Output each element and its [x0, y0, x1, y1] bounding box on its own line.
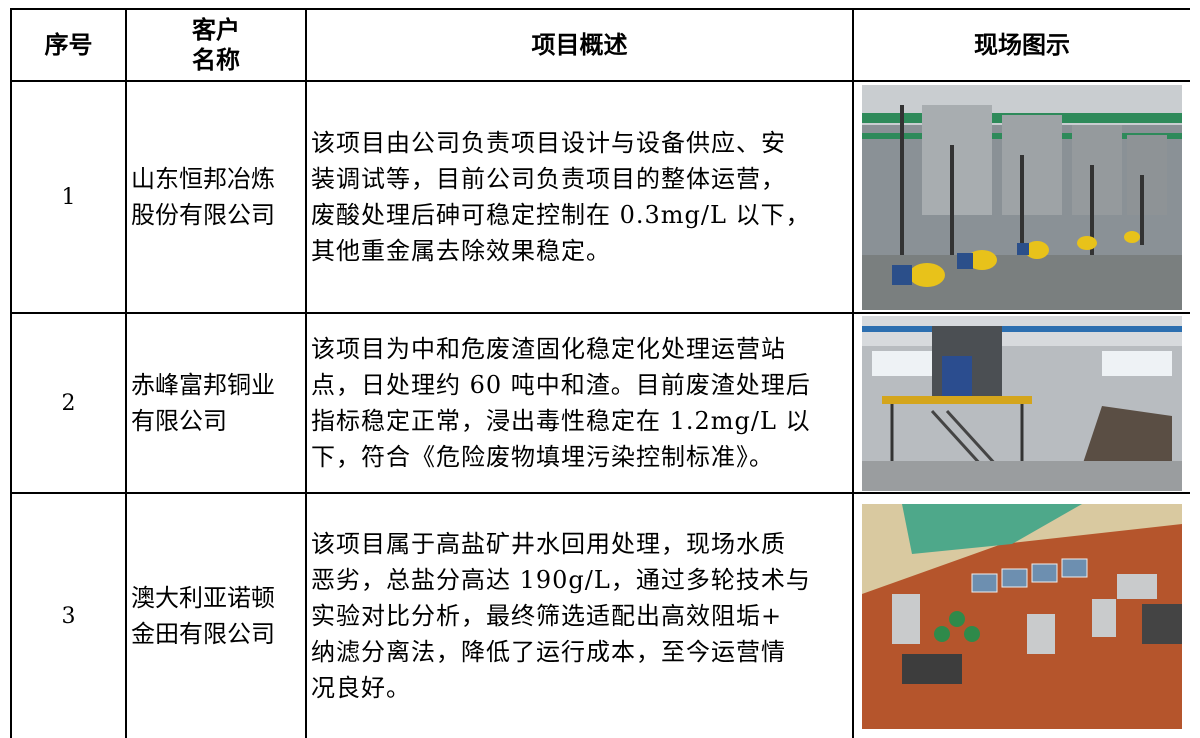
description-line: 废酸处理后砷可稳定控制在 0.3mg/L 以下，: [311, 201, 811, 229]
customer-name-line: 澳大利亚诺顿: [131, 584, 275, 612]
table-row: 1 山东恒邦冶炼 股份有限公司 该项目由公司负责项目设计与设备供应、安 装调试等，目前公…: [10, 80, 1190, 314]
table-container: 序号 客户 名称 项目概述 现场图示 1 山东恒邦冶炼 股份有限公司 该项目由公司负责项目设计…: [10, 8, 1190, 738]
table-row: 3 澳大利亚诺顿 金田有限公司 该项目属于高盐矿井水回用处理，现场水质 恶劣，总盐分高达…: [10, 492, 1190, 738]
description-line: 实验对比分析，最终筛选适配出高效阻垢+: [311, 602, 783, 630]
project-table: 序号 客户 名称 项目概述 现场图示 1 山东恒邦冶炼 股份有限公司 该项目由公司负责项目设计…: [10, 8, 1190, 738]
customer-name: 澳大利亚诺顿 金田有限公司: [125, 492, 307, 738]
header-line: 客户: [192, 16, 240, 44]
site-photo-cell: [852, 80, 1190, 314]
site-photo-cell: [852, 492, 1190, 738]
customer-name-line: 股份有限公司: [131, 201, 275, 229]
header-row: 序号 客户 名称 项目概述 现场图示: [10, 8, 1190, 82]
description-line: 纳滤分离法，降低了运行成本，至今运营情: [311, 638, 786, 666]
description-line: 该项目属于高盐矿井水回用处理，现场水质: [311, 530, 786, 558]
customer-name-line: 赤峰富邦铜业: [131, 371, 275, 399]
customer-name: 山东恒邦冶炼 股份有限公司: [125, 80, 307, 314]
description-line: 其他重金属去除效果稳定。: [311, 237, 611, 265]
site-photo-cell: [852, 312, 1190, 494]
project-description: 该项目属于高盐矿井水回用处理，现场水质 恶劣，总盐分高达 190g/L，通过多轮技…: [305, 492, 854, 738]
project-description: 该项目为中和危废渣固化稳定化处理运营站 点，日处理约 60 吨中和渣。目前废渣处理…: [305, 312, 854, 494]
header-cell: 序号: [10, 8, 127, 82]
row-number: 3: [10, 492, 127, 738]
header-cell: 项目概述: [305, 8, 854, 82]
site-photo: [862, 503, 1182, 729]
description-line: 下，符合《危险废物填埋污染控制标准》。: [311, 443, 774, 471]
description-line: 该项目由公司负责项目设计与设备供应、安: [311, 129, 786, 157]
description-line: 指标稳定正常，浸出毒性稳定在 1.2mg/L 以: [311, 407, 811, 435]
customer-name: 赤峰富邦铜业 有限公司: [125, 312, 307, 494]
project-description: 该项目由公司负责项目设计与设备供应、安 装调试等，目前公司负责项目的整体运营， 废酸…: [305, 80, 854, 314]
table-row: 2 赤峰富邦铜业 有限公司 该项目为中和危废渣固化稳定化处理运营站 点，日处理约 60 …: [10, 312, 1190, 494]
customer-name-line: 有限公司: [131, 407, 227, 435]
customer-name-line: 金田有限公司: [131, 620, 275, 648]
description-line: 况良好。: [311, 674, 411, 702]
site-photo: [862, 84, 1182, 310]
header-cell: 客户 名称: [125, 8, 307, 82]
header-cell: 现场图示: [852, 8, 1190, 82]
header-line: 名称: [192, 46, 240, 74]
description-line: 点，日处理约 60 吨中和渣。目前废渣处理后: [311, 371, 811, 399]
description-line: 该项目为中和危废渣固化稳定化处理运营站: [311, 335, 786, 363]
row-number: 1: [10, 80, 127, 314]
description-line: 恶劣，总盐分高达 190g/L，通过多轮技术与: [311, 566, 811, 594]
customer-name-line: 山东恒邦冶炼: [131, 165, 275, 193]
description-line: 装调试等，目前公司负责项目的整体运营，: [311, 165, 786, 193]
site-photo: [862, 315, 1182, 491]
row-number: 2: [10, 312, 127, 494]
